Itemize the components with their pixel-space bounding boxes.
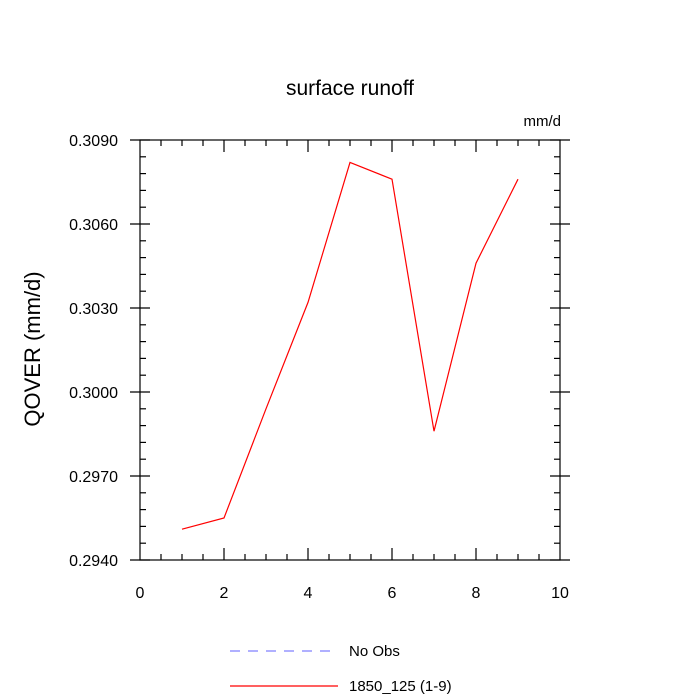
y-tick-label: 0.2970 [69,469,118,486]
y-tick-label: 0.2940 [69,553,118,570]
x-tick-label: 8 [472,585,481,602]
y-tick-label: 0.3060 [69,217,118,234]
y-tick-label: 0.3030 [69,301,118,318]
y-axis-label: QOVER (mm/d) [20,271,45,426]
axis-ticks [130,139,570,561]
y-tick-label: 0.3000 [69,385,118,402]
plot-frame [139,139,561,561]
series-line-1 [181,161,519,530]
x-tick-label: 0 [136,585,145,602]
legend: No Obs 1850_125 (1-9) [230,643,452,695]
legend-label: No Obs [349,643,400,660]
chart-title: surface runoff [286,77,414,100]
legend-label: 1850_125 (1-9) [349,678,452,695]
units-label: mm/d [524,113,562,130]
x-tick-label: 10 [551,585,569,602]
x-tick-label: 4 [304,585,313,602]
plot-lines [181,161,519,530]
y-tick-label: 0.3090 [69,133,118,150]
tick-labels: 0 2 4 6 8 10 0.2940 0.2970 0.3000 0.3030 0.3060 0.3… [69,133,569,602]
x-tick-label: 2 [220,585,229,602]
x-tick-label: 6 [388,585,397,602]
